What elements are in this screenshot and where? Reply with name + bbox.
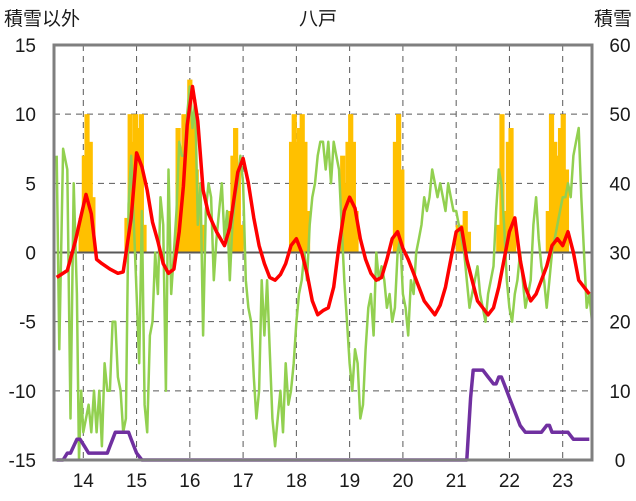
snowfall-bar <box>84 114 90 253</box>
left-tick-label: 0 <box>25 244 36 265</box>
x-axis-ticks: 14 15 16 17 18 19 20 21 22 23 <box>73 471 574 492</box>
snowfall-bar <box>508 128 514 253</box>
chart-title: 八戸 <box>299 9 337 30</box>
x-tick-label: 16 <box>179 471 200 492</box>
snowfall-bar <box>462 211 468 253</box>
temperature-series <box>55 84 591 317</box>
x-tick-label: 15 <box>126 471 147 492</box>
snowfall-bar <box>187 79 193 253</box>
snowfall-bar <box>296 128 303 253</box>
right-tick-label: 0 <box>615 451 626 472</box>
snowfall-bar <box>294 141 300 253</box>
left-tick-label: 10 <box>15 105 36 126</box>
snowfall-bar <box>136 128 142 253</box>
snowfall-bar <box>78 217 84 253</box>
snowfall-bar <box>560 114 566 253</box>
x-tick-label: 17 <box>233 471 254 492</box>
left-tick-label: -5 <box>19 313 36 334</box>
left-tick-label: 5 <box>25 174 36 195</box>
plot-frame <box>52 43 594 462</box>
snowfall-bar <box>299 114 305 253</box>
humidity-series <box>55 85 594 462</box>
snowfall-bar <box>548 114 555 253</box>
snowfall-bar <box>342 183 348 253</box>
x-tick-label: 23 <box>552 471 573 492</box>
snowfall-bar <box>392 141 399 253</box>
x-tick-label: 19 <box>339 471 360 492</box>
snowfall-bar <box>141 224 147 253</box>
snowfall-bar <box>184 141 190 253</box>
snowfall-bar <box>353 211 359 253</box>
snowfall-bar <box>396 114 402 253</box>
left-axis-ticks: -15 -10 -5 0 5 10 15 <box>9 36 36 472</box>
snowfall-bar <box>304 211 311 253</box>
snowfall-bar <box>552 141 558 253</box>
snowfall-bar <box>291 114 297 253</box>
snowfall-bar <box>288 141 295 253</box>
right-tick-label: 10 <box>609 382 630 403</box>
snowfall-bar <box>496 224 502 253</box>
snowfall-bar <box>190 114 196 253</box>
right-tick-label: 20 <box>609 313 630 334</box>
snowfall-bar <box>340 155 346 253</box>
left-tick-label: -10 <box>9 382 36 403</box>
snowfall-bar <box>193 169 199 253</box>
humidity-line <box>55 85 594 462</box>
x-tick-label: 21 <box>446 471 467 492</box>
snowfall-bar <box>138 114 144 253</box>
right-axis-label: 積雪 <box>594 8 632 30</box>
snowfall-bar <box>545 211 551 253</box>
snowfall-bar <box>465 231 472 253</box>
x-tick-label: 14 <box>73 471 95 492</box>
snowfall-bar <box>235 169 241 253</box>
snowfall-bar <box>399 169 405 253</box>
left-tick-label: -15 <box>9 451 36 472</box>
snowfall-bar <box>348 114 354 253</box>
right-tick-label: 40 <box>609 174 630 195</box>
snowfall-bar <box>511 224 517 253</box>
temperature-line <box>55 84 591 317</box>
snowfall-bar <box>455 224 461 253</box>
right-tick-label: 50 <box>609 105 630 126</box>
right-tick-label: 30 <box>609 244 630 265</box>
snowfall-bar <box>302 141 308 253</box>
x-tick-label: 22 <box>499 471 520 492</box>
snowfall-bar <box>87 141 93 253</box>
snowfall-bar <box>350 141 356 253</box>
right-axis-ticks: 0 10 20 30 40 50 60 <box>609 36 630 472</box>
snowfall-bar <box>196 197 203 253</box>
snowfall-bar <box>555 155 561 253</box>
left-tick-label: 15 <box>15 36 36 57</box>
snowfall-bar <box>238 224 244 253</box>
right-tick-label: 60 <box>609 36 630 57</box>
snowfall-bar <box>557 128 564 253</box>
left-axis-label: 積雪以外 <box>4 8 80 30</box>
snowfall-bar <box>505 141 511 253</box>
x-tick-label: 18 <box>286 471 307 492</box>
x-tick-label: 20 <box>392 471 413 492</box>
snowfall-bar <box>563 169 570 253</box>
